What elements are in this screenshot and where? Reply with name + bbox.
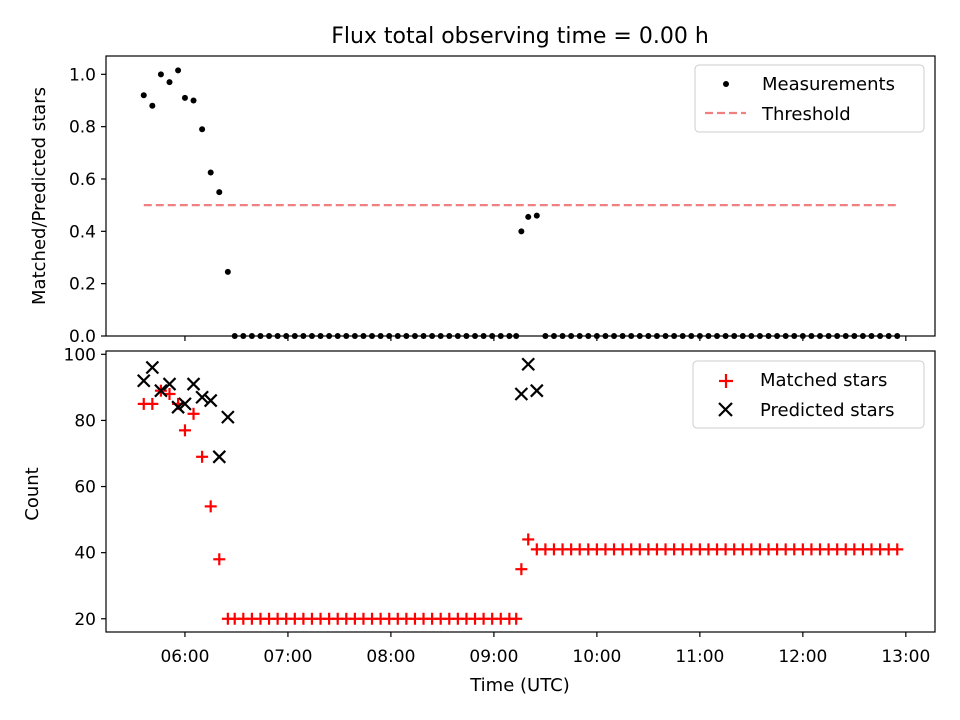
predicted-point-6 (186, 377, 201, 391)
matched-point-8 (204, 500, 217, 513)
ratio-legend-box (694, 64, 925, 133)
predicted-point-8 (203, 393, 218, 408)
predicted-point-2 (154, 383, 168, 398)
count-legend: Matched stars Predicted stars (692, 360, 925, 429)
count-x-ticks: 06:00 07:00 08:00 09:00 10:00 11:00 12:00 13:00 (160, 632, 930, 667)
predicted-point-9 (212, 450, 227, 464)
x-axis-label: Time (UTC) (469, 675, 570, 696)
ratio-panel: 0.0 0.2 0.4 0.6 0.8 1.0 Matched/Predicted sta… (29, 55, 936, 347)
matched-point-5 (178, 424, 191, 437)
legend-measurements-marker (723, 81, 729, 87)
legend-predicted-label: Predicted stars (760, 400, 894, 421)
count-y-tick-label-1: 40 (74, 544, 96, 564)
measurement-point-3 (166, 79, 173, 86)
ratio-y-tick-label-0: 0.0 (69, 327, 96, 347)
matched-point-1 (146, 397, 159, 410)
matched-point-45 (515, 563, 528, 576)
ratio-y-ticks: 0.0 0.2 0.4 0.6 0.8 1.0 (69, 65, 106, 347)
predicted-point-10 (221, 410, 235, 424)
count-x-tick-label-2: 08:00 (366, 647, 415, 667)
measurement-point-46 (525, 213, 532, 220)
count-x-tick-label-5: 11:00 (675, 647, 724, 667)
count-marks (136, 357, 904, 625)
ratio-y-tick-label-1: 0.2 (69, 275, 96, 295)
legend-threshold-label: Threshold (761, 104, 851, 125)
count-x-tick-label-6: 12:00 (778, 647, 827, 667)
predicted-point-1 (145, 360, 160, 375)
count-x-tick-label-4: 10:00 (572, 647, 621, 667)
ratio-x-ticks (184, 336, 907, 341)
ratio-axes-frame (105, 55, 936, 337)
measurement-point-0 (140, 92, 147, 99)
legend-predicted-marker (718, 402, 733, 417)
count-y-tick-label-2: 60 (74, 478, 96, 498)
ratio-y-tick-label-4: 0.8 (69, 118, 96, 138)
measurement-point-1 (149, 102, 156, 109)
measurement-point-4 (175, 67, 182, 74)
ratio-y-axis-label: Matched/Predicted stars (29, 87, 50, 305)
ratio-y-tick-label-3: 0.6 (69, 170, 96, 190)
legend-measurements-label: Measurements (762, 74, 895, 95)
predicted-point-7 (195, 390, 209, 405)
count-x-tick-label-7: 13:00 (881, 647, 930, 667)
predicted-point-3 (162, 377, 177, 391)
predicted-point-13 (530, 383, 544, 398)
ratio-y-tick-label-5: 1.0 (69, 65, 96, 85)
figure-title: Flux total observing time = 0.00 h (331, 24, 709, 49)
predicted-point-0 (136, 373, 151, 388)
matched-point-46 (522, 533, 535, 546)
legend-matched-label: Matched stars (760, 370, 887, 391)
count-x-tick-label-3: 09:00 (469, 647, 518, 667)
count-panel: 20 40 60 80 100 06:00 07:00 08:00 09:00 10:00 11:… (22, 345, 936, 696)
measurement-point-47 (533, 212, 540, 219)
measurement-point-5 (181, 94, 188, 101)
count-legend-box (692, 360, 925, 429)
matched-point-6 (187, 407, 200, 420)
matched-point-9 (213, 553, 226, 566)
count-y-tick-label-0: 20 (74, 610, 96, 630)
matched-point-89 (891, 543, 904, 556)
measurement-point-6 (190, 97, 197, 104)
measurement-point-8 (207, 169, 214, 176)
ratio-y-tick-label-2: 0.4 (69, 222, 96, 242)
count-y-tick-label-4: 100 (64, 345, 96, 365)
measurement-point-10 (224, 268, 231, 275)
predicted-point-5 (178, 397, 192, 411)
matched-point-7 (196, 450, 209, 463)
ratio-legend: Measurements Threshold (694, 64, 925, 133)
predicted-point-11 (514, 387, 529, 401)
count-y-axis-label: Count (22, 467, 43, 520)
count-y-tick-label-3: 80 (74, 411, 96, 431)
count-axes-frame (105, 350, 936, 633)
count-x-tick-label-0: 06:00 (160, 647, 209, 667)
measurement-point-45 (518, 228, 525, 235)
count-x-tick-label-1: 07:00 (263, 647, 312, 667)
measurement-point-2 (157, 71, 164, 78)
predicted-point-4 (171, 400, 185, 414)
predicted-point-12 (521, 357, 536, 372)
legend-matched-marker (719, 374, 733, 388)
measurement-point-9 (216, 189, 223, 196)
measurement-point-7 (199, 126, 206, 133)
matched-point-44 (510, 612, 523, 625)
count-y-ticks: 20 40 60 80 100 (64, 345, 106, 630)
